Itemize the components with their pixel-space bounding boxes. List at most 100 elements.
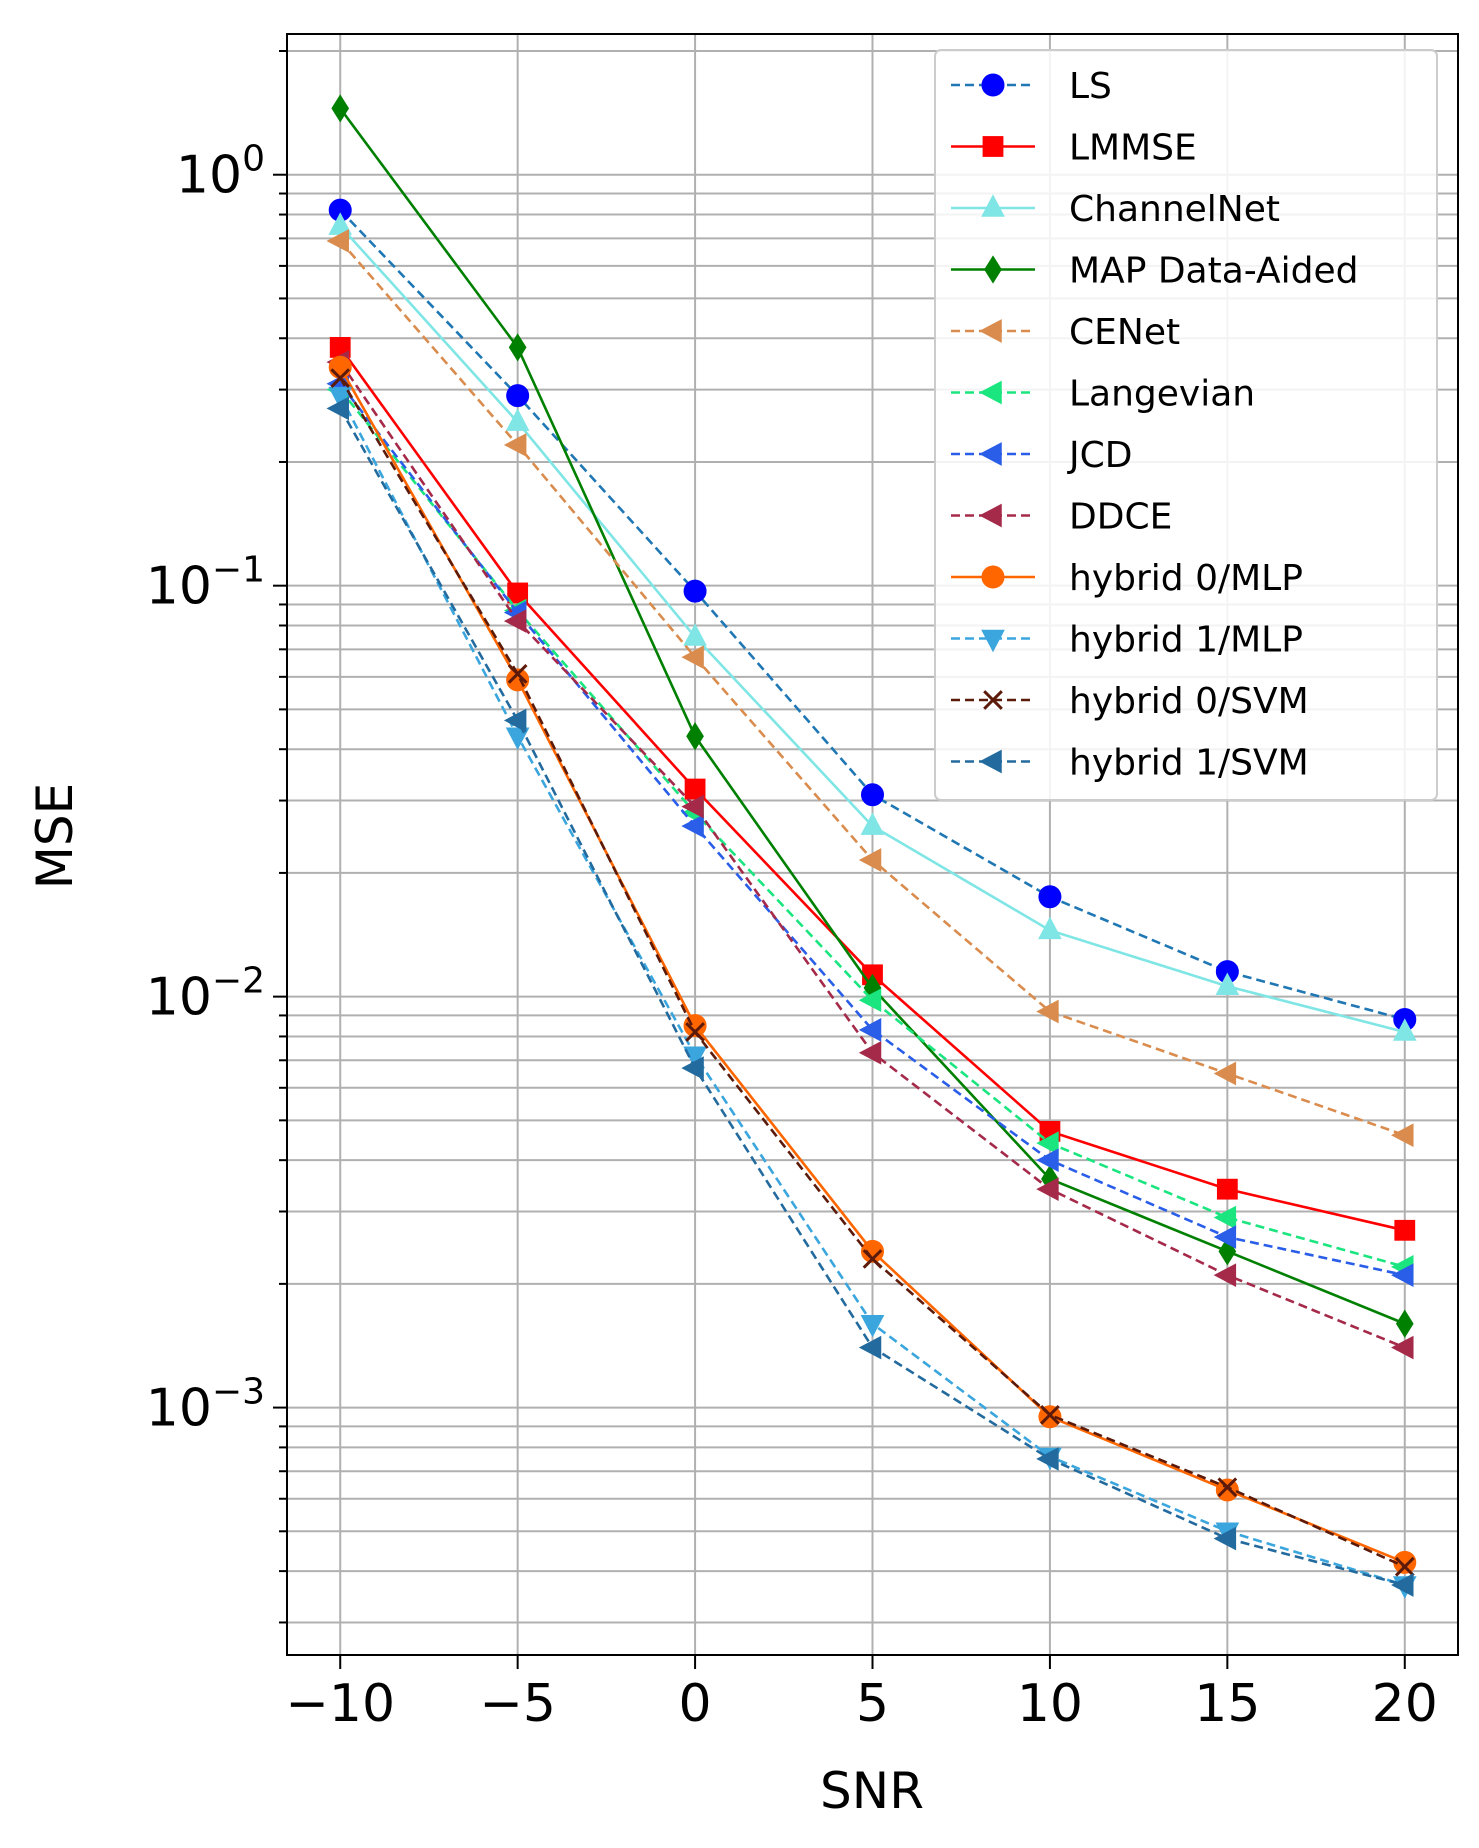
legend-label: hybrid 0/MLP <box>1069 558 1303 599</box>
y-tick-base: 10 <box>146 557 212 617</box>
y-tick-label: 10−1 <box>146 550 265 617</box>
legend-marker <box>979 442 1002 466</box>
data-point <box>686 722 704 751</box>
data-point <box>681 794 704 819</box>
data-point <box>506 384 530 408</box>
legend-marker <box>982 136 1004 157</box>
legend-label: hybrid 0/SVM <box>1069 681 1309 722</box>
legend-marker <box>979 503 1002 528</box>
data-point <box>1391 1263 1414 1287</box>
legend-entry: hybrid 1/MLP <box>951 620 1303 661</box>
legend-entry: hybrid 0/SVM <box>951 681 1309 722</box>
legend-label: DDCE <box>1069 497 1172 538</box>
legend-marker <box>981 194 1005 217</box>
data-point <box>505 408 530 431</box>
data-point <box>1217 1477 1238 1498</box>
data-point <box>1213 1225 1237 1249</box>
y-tick-label: 10−2 <box>146 961 265 1028</box>
data-point <box>1391 1335 1414 1360</box>
data-point <box>685 1022 705 1042</box>
data-point <box>1036 1177 1059 1201</box>
legend-entry: DDCE <box>951 497 1172 538</box>
legend-entry: JCD <box>951 435 1132 476</box>
data-point <box>858 848 882 872</box>
legend-marker <box>979 749 1002 774</box>
y-tick-label: 100 <box>176 139 265 206</box>
legend-entry: hybrid 0/MLP <box>951 558 1303 599</box>
legend-entry: LMMSE <box>951 128 1197 169</box>
legend-marker <box>981 73 1005 97</box>
series-lines <box>326 94 1417 1599</box>
y-tick-base: 10 <box>146 1379 212 1439</box>
legend-label: hybrid 1/MLP <box>1069 620 1303 661</box>
legend-label: LS <box>1069 66 1112 107</box>
data-point <box>1036 1447 1059 1471</box>
legend-entry: MAP Data-Aided <box>951 251 1358 292</box>
data-point <box>1213 1205 1237 1230</box>
legend-label: MAP Data-Aided <box>1069 251 1358 292</box>
y-tick-exponent: −2 <box>212 961 265 1002</box>
data-point <box>1036 1148 1059 1172</box>
data-point <box>503 433 527 457</box>
data-point <box>861 1239 884 1263</box>
data-point <box>1213 1263 1237 1287</box>
x-tick-label: 0 <box>679 1674 712 1734</box>
x-tick-label: −5 <box>479 1674 556 1734</box>
data-point <box>860 812 885 835</box>
legend-entry: hybrid 1/SVM <box>951 743 1309 784</box>
data-point <box>683 623 707 646</box>
data-point <box>1036 1131 1059 1155</box>
y-tick-base: 10 <box>146 968 212 1028</box>
data-point <box>860 1314 885 1338</box>
x-tick-label: 15 <box>1194 1674 1260 1734</box>
y-axis-label: MSE <box>26 783 84 889</box>
data-point <box>681 645 704 669</box>
series-hybrid-0-svm <box>330 368 1415 1577</box>
data-point <box>858 1335 882 1360</box>
data-point <box>507 664 528 684</box>
data-point <box>858 1040 882 1065</box>
y-tick-label: 10−3 <box>146 1372 265 1439</box>
legend-label: ChannelNet <box>1069 189 1280 230</box>
series-channelnet <box>328 212 1417 1041</box>
data-point <box>1394 1556 1415 1577</box>
y-tick-base: 10 <box>176 146 242 206</box>
data-point <box>681 814 704 838</box>
legend-marker <box>981 629 1005 653</box>
data-point <box>1395 1309 1414 1338</box>
legend-label: Langevian <box>1069 374 1255 415</box>
data-point <box>683 1046 707 1069</box>
x-tick-label: −10 <box>285 1674 395 1734</box>
data-point <box>326 229 349 253</box>
data-point <box>1213 1526 1237 1551</box>
legend-label: hybrid 1/SVM <box>1069 743 1309 784</box>
data-point <box>508 333 527 362</box>
legend-entry: Langevian <box>951 374 1255 415</box>
data-point <box>1392 1018 1417 1041</box>
legend-marker <box>979 380 1002 405</box>
x-axis-label: SNR <box>820 1762 924 1820</box>
x-tick-label: 20 <box>1372 1674 1438 1734</box>
series-map-data-aided <box>331 94 1414 1338</box>
data-point <box>331 94 350 123</box>
data-point <box>858 1018 882 1042</box>
legend-entry: ChannelNet <box>951 189 1280 230</box>
data-point <box>503 609 527 633</box>
data-point <box>328 355 352 379</box>
legend-marker <box>979 319 1002 343</box>
y-tick-exponent: 0 <box>242 139 265 180</box>
data-point <box>326 396 349 421</box>
legend: LS LMMSE ChannelNet MAP Data-Aided CENet Lang… <box>934 49 1438 801</box>
x-tick-label: 10 <box>1017 1674 1083 1734</box>
data-point <box>330 368 351 388</box>
legend-label: CENet <box>1069 312 1180 353</box>
data-point <box>681 1056 704 1080</box>
y-tick-exponent: −3 <box>212 1372 265 1413</box>
data-point <box>507 582 529 604</box>
data-point <box>858 988 882 1013</box>
data-point <box>1038 916 1062 940</box>
data-point <box>1215 1478 1239 1502</box>
